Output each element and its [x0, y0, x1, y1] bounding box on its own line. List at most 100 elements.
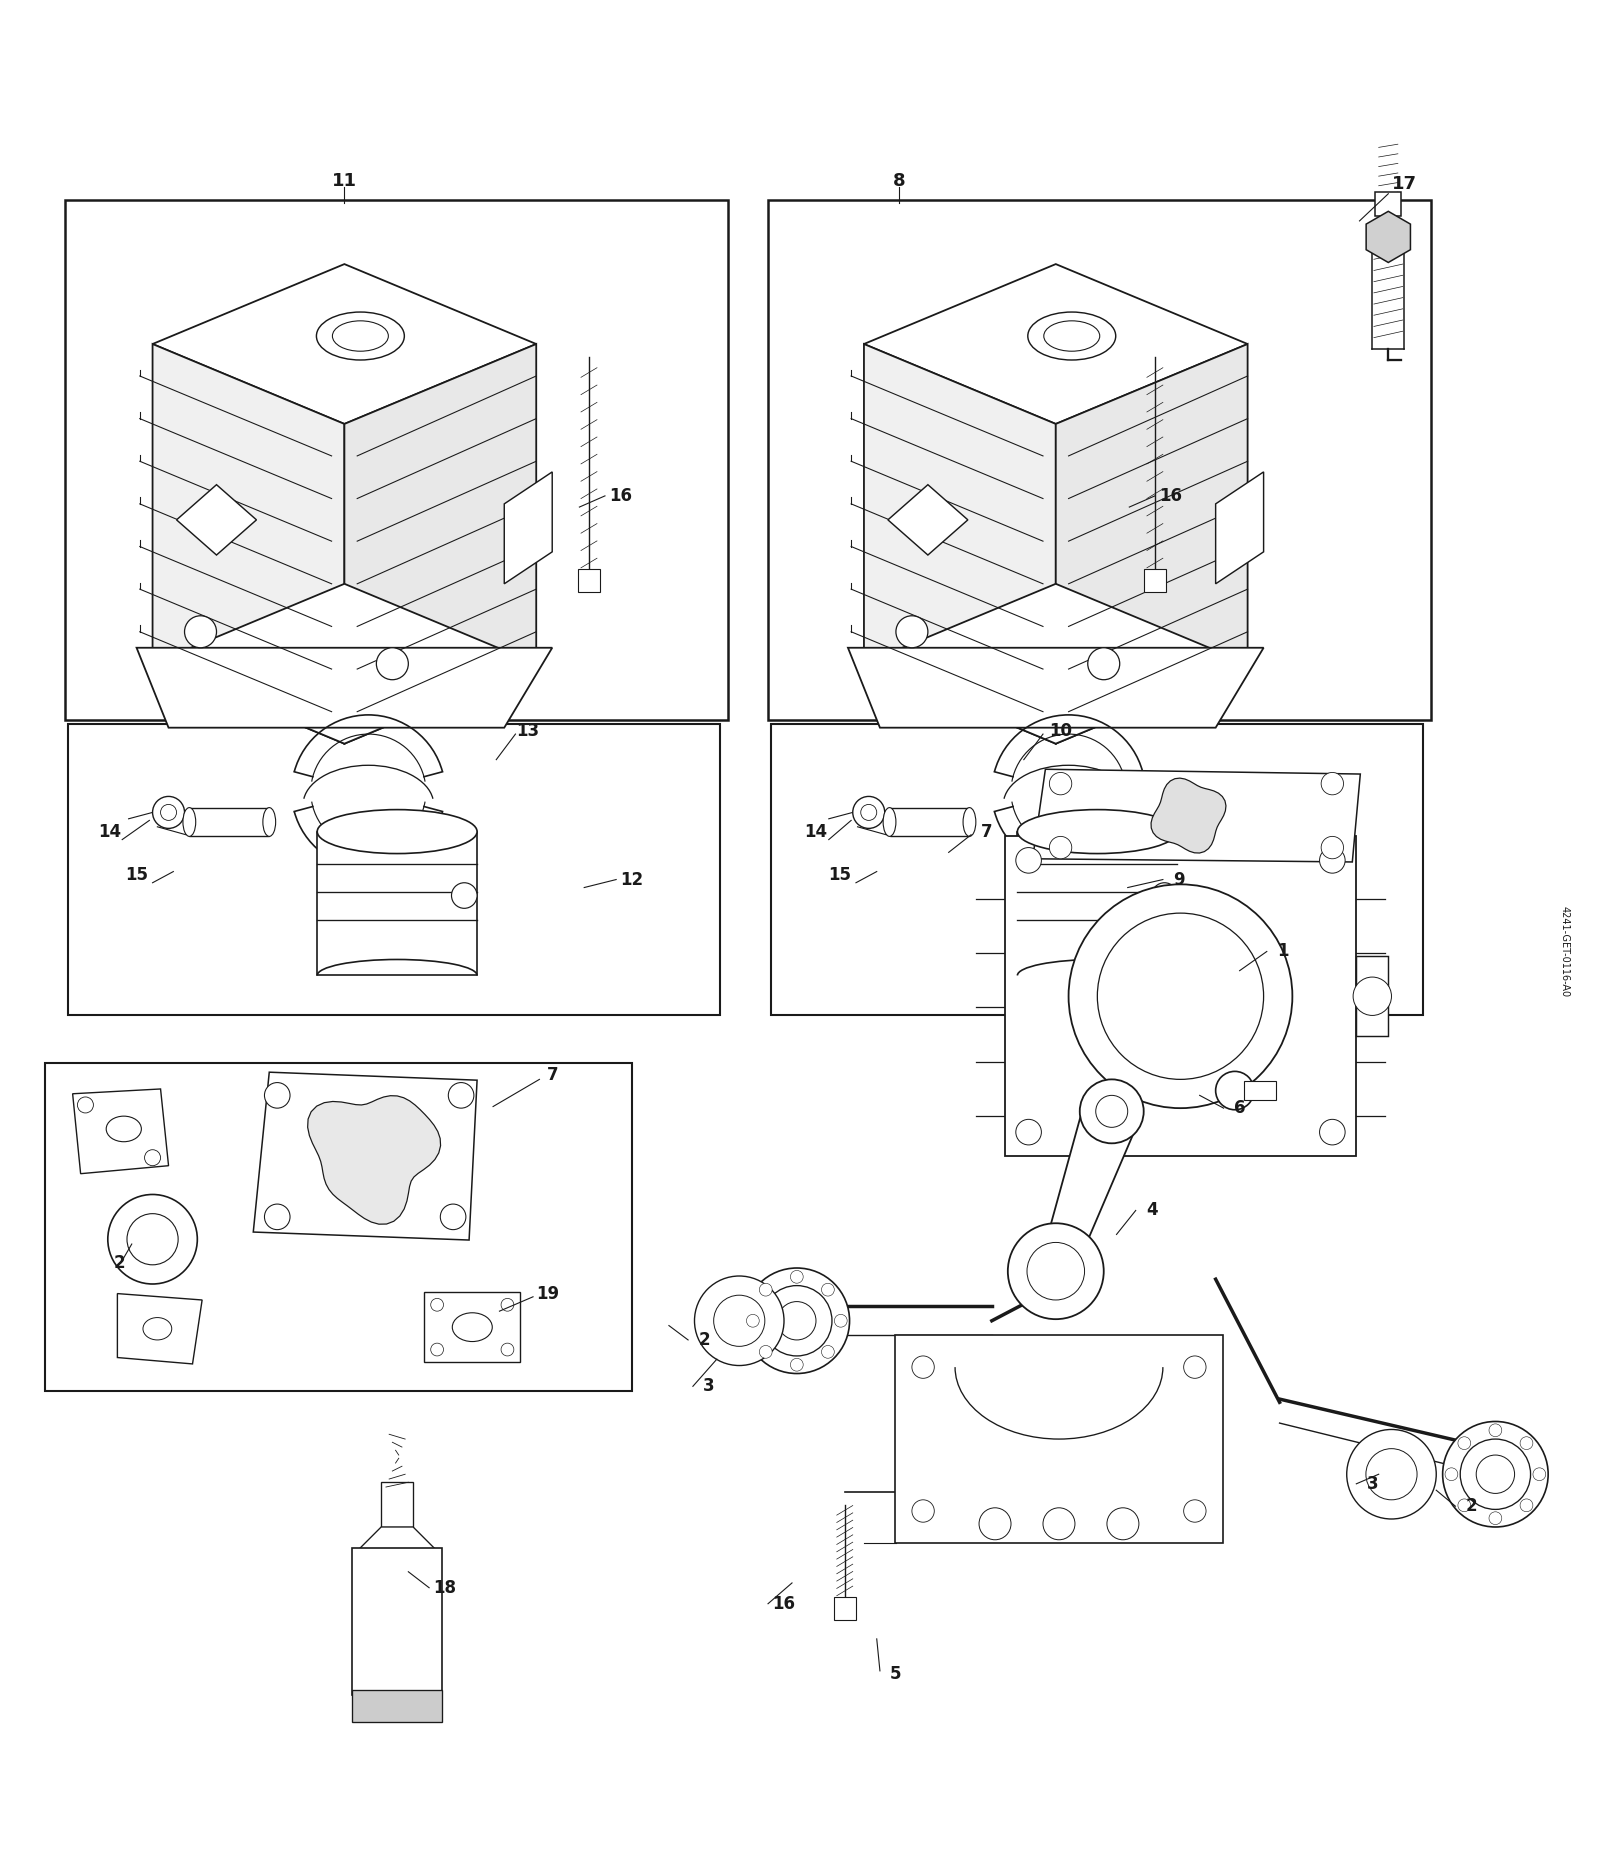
Circle shape: [821, 1284, 834, 1297]
Bar: [317, 831, 477, 975]
Polygon shape: [117, 1293, 202, 1364]
Text: 19: 19: [536, 1285, 558, 1302]
Ellipse shape: [1018, 810, 1178, 853]
Polygon shape: [152, 584, 536, 743]
Bar: [1357, 956, 1389, 1037]
Circle shape: [1050, 773, 1072, 795]
Circle shape: [1347, 1429, 1437, 1519]
Polygon shape: [864, 264, 1248, 425]
Ellipse shape: [182, 808, 195, 836]
Circle shape: [1490, 1424, 1502, 1437]
Circle shape: [1043, 1508, 1075, 1540]
Ellipse shape: [317, 810, 477, 853]
Ellipse shape: [1027, 312, 1115, 359]
Bar: [64, 200, 728, 720]
Circle shape: [1107, 1508, 1139, 1540]
Circle shape: [1184, 1356, 1206, 1379]
Circle shape: [1069, 885, 1293, 1108]
Circle shape: [1320, 1119, 1346, 1145]
Bar: [189, 808, 269, 836]
Text: 7: 7: [981, 823, 994, 840]
Text: 2: 2: [698, 1330, 710, 1349]
Bar: [424, 1293, 520, 1362]
Circle shape: [1008, 1224, 1104, 1319]
Text: 14: 14: [805, 823, 827, 840]
Circle shape: [1354, 977, 1392, 1016]
Text: 5: 5: [890, 1665, 902, 1684]
Circle shape: [1027, 1242, 1085, 1300]
Circle shape: [451, 883, 477, 907]
Bar: [890, 808, 970, 836]
Text: 13: 13: [517, 722, 539, 739]
Polygon shape: [72, 1089, 168, 1173]
Bar: [1144, 569, 1166, 591]
Circle shape: [1461, 1439, 1531, 1510]
Text: 7: 7: [547, 1066, 558, 1083]
Bar: [894, 1336, 1222, 1544]
Circle shape: [853, 797, 885, 829]
Bar: [834, 1598, 856, 1620]
Circle shape: [1016, 848, 1042, 874]
Polygon shape: [848, 647, 1264, 728]
Circle shape: [430, 1298, 443, 1312]
Circle shape: [144, 1149, 160, 1166]
Bar: [352, 1547, 442, 1695]
Text: 10: 10: [1050, 722, 1072, 739]
Ellipse shape: [106, 1117, 141, 1141]
Text: 12: 12: [621, 870, 643, 889]
Circle shape: [834, 1313, 846, 1327]
Polygon shape: [1040, 1102, 1139, 1276]
Text: 14: 14: [98, 823, 122, 840]
Text: 2: 2: [1466, 1497, 1477, 1516]
Circle shape: [1443, 1422, 1549, 1527]
Ellipse shape: [333, 320, 389, 352]
Text: 16: 16: [1160, 486, 1182, 505]
Circle shape: [77, 1096, 93, 1113]
Circle shape: [762, 1285, 832, 1356]
Ellipse shape: [963, 808, 976, 836]
Circle shape: [821, 1345, 834, 1358]
Circle shape: [760, 1345, 773, 1358]
Circle shape: [714, 1295, 765, 1347]
Circle shape: [861, 805, 877, 819]
Polygon shape: [888, 485, 968, 556]
Circle shape: [1445, 1469, 1458, 1480]
Text: 18: 18: [434, 1579, 456, 1596]
Circle shape: [1088, 647, 1120, 679]
Text: 16: 16: [610, 486, 632, 505]
Circle shape: [448, 1083, 474, 1108]
Circle shape: [1152, 883, 1178, 907]
Bar: [1376, 193, 1402, 217]
Circle shape: [790, 1270, 803, 1284]
Circle shape: [1216, 1072, 1254, 1110]
Ellipse shape: [883, 808, 896, 836]
Circle shape: [790, 1358, 803, 1371]
Bar: [352, 1690, 442, 1721]
Circle shape: [760, 1284, 773, 1297]
Circle shape: [1458, 1437, 1470, 1450]
Polygon shape: [1032, 769, 1360, 863]
Circle shape: [1322, 773, 1344, 795]
Bar: [381, 1482, 413, 1527]
Bar: [771, 724, 1424, 1016]
Text: 15: 15: [125, 866, 149, 883]
Ellipse shape: [453, 1313, 493, 1342]
Circle shape: [1520, 1437, 1533, 1450]
Circle shape: [912, 1356, 934, 1379]
Circle shape: [896, 616, 928, 647]
Circle shape: [1366, 1448, 1418, 1501]
Bar: [1245, 1081, 1277, 1100]
Circle shape: [430, 1343, 443, 1356]
Polygon shape: [1150, 778, 1226, 853]
Circle shape: [107, 1194, 197, 1284]
Circle shape: [264, 1083, 290, 1108]
Text: 1: 1: [1277, 943, 1288, 960]
Polygon shape: [152, 344, 344, 743]
Bar: [768, 200, 1432, 720]
Circle shape: [501, 1343, 514, 1356]
Polygon shape: [307, 1096, 440, 1224]
Circle shape: [1098, 913, 1264, 1080]
Circle shape: [1080, 1080, 1144, 1143]
Text: 17: 17: [1392, 176, 1416, 193]
Circle shape: [1458, 1499, 1470, 1512]
